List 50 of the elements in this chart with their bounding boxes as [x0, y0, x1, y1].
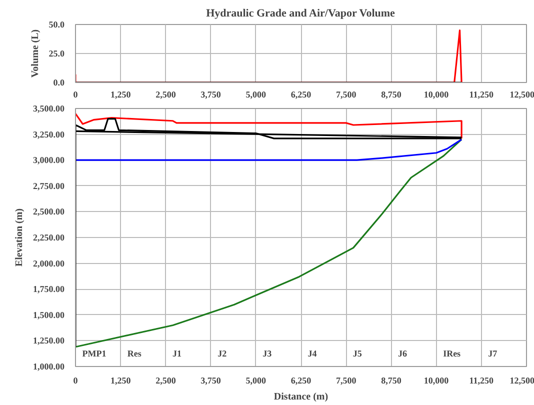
annotation: Res: [127, 348, 142, 358]
y-tick-label: 1,250.00: [33, 336, 65, 346]
x-tick-label: 7,500: [336, 90, 357, 100]
y-tick-label: 25.0: [48, 48, 65, 58]
annotation: J1: [172, 348, 182, 358]
y-tick-label: 1,750.00: [33, 284, 65, 294]
x2-tick-label: 7,500: [336, 376, 357, 386]
x-tick-label: 10,000: [424, 90, 450, 100]
x-tick-label: 0: [73, 90, 78, 100]
y-tick-label: 50.0: [48, 20, 65, 30]
chart-title: Hydraulic Grade and Air/Vapor Volume: [206, 8, 396, 20]
x-tick-label: 6,250: [290, 90, 312, 100]
annotation: IRes: [443, 348, 462, 358]
annotation: J4: [308, 348, 318, 358]
annotation: J2: [218, 348, 228, 358]
y-tick-label: 3,500.00: [33, 104, 65, 114]
x2-tick-label: 10,000: [424, 376, 450, 386]
y-tick-label: 1,000.00: [33, 362, 65, 372]
y-tick-label: 3,250.00: [33, 129, 65, 140]
y-tick-label: 3,000.00: [33, 155, 65, 166]
x-tick-label: 12,500: [510, 90, 534, 100]
x-tick-label: 11,250: [469, 90, 494, 100]
annotation: J6: [398, 348, 408, 358]
x-tick-label: 2,500: [156, 90, 176, 100]
x-tick-label: 1,250: [110, 90, 132, 100]
x2-tick-label: 0: [73, 376, 78, 386]
x2-tick-label: 5,000: [246, 376, 267, 386]
annotation: J3: [262, 348, 272, 358]
x2-tick-label: 8,750: [381, 376, 402, 386]
y-tick-label: 2,250.00: [33, 232, 65, 242]
y-tick-label: 2,750.00: [33, 180, 65, 191]
y-tick-label: 1,500.00: [33, 310, 65, 320]
x-tick-label: 8,750: [381, 90, 402, 100]
annotation: PMP1: [82, 348, 107, 358]
y-axis-title: Volume (L): [30, 29, 41, 78]
x2-tick-label: 1,250: [110, 376, 132, 386]
y-tick-label: 2,000.00: [33, 258, 65, 268]
y-axis-title: Elevation (m): [14, 208, 25, 267]
x2-tick-label: 12,500: [510, 376, 534, 386]
y-tick-label: 2,500.00: [33, 206, 65, 217]
annotation: J7: [488, 348, 498, 358]
x2-tick-label: 3,750: [200, 376, 222, 386]
x-tick-label: 3,750: [200, 90, 222, 100]
x2-tick-label: 11,250: [469, 376, 494, 386]
x-tick-label: 5,000: [246, 90, 267, 100]
x2-tick-label: 6,250: [290, 376, 312, 386]
y-tick-label: 0.0: [53, 78, 65, 88]
x-axis-title: Distance (m): [274, 392, 328, 402]
x2-tick-label: 2,500: [156, 376, 176, 386]
annotation: J5: [352, 348, 362, 358]
